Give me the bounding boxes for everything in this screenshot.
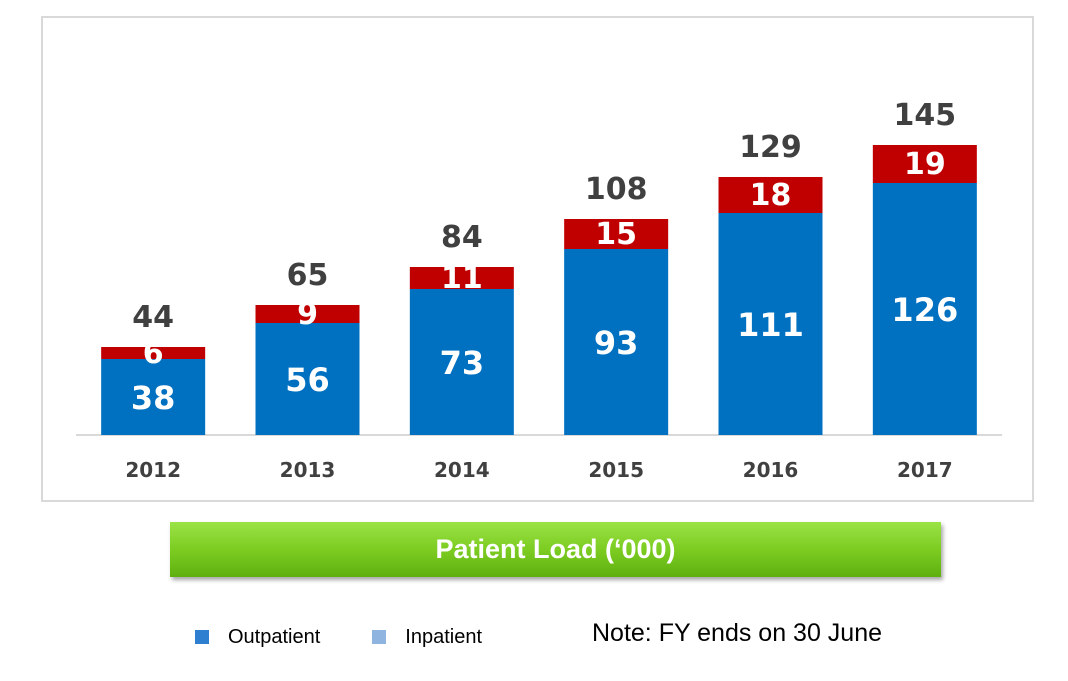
total-label-2017: 145 bbox=[894, 98, 957, 133]
bar-inpatient-2015 bbox=[564, 219, 669, 249]
bar-inpatient-2017 bbox=[872, 145, 977, 183]
bar-inpatient-2012 bbox=[101, 347, 206, 359]
total-label-2012: 44 bbox=[132, 300, 174, 335]
bar-inpatient-2016 bbox=[718, 177, 823, 213]
data-label-inpatient-2017: 19 bbox=[904, 147, 946, 182]
legend-item-outpatient: Outpatient bbox=[195, 626, 320, 649]
bar-outpatient-2017 bbox=[872, 183, 977, 435]
bar-outpatient-2013 bbox=[255, 323, 360, 435]
data-label-outpatient-2014: 73 bbox=[440, 344, 485, 382]
total-label-2013: 65 bbox=[287, 258, 329, 293]
chart-title-banner: Patient Load (‘000) bbox=[170, 522, 941, 577]
data-label-inpatient-2012: 6 bbox=[143, 336, 164, 371]
data-label-outpatient-2016: 111 bbox=[737, 306, 804, 344]
x-tick-label-2014: 2014 bbox=[434, 458, 490, 482]
data-label-outpatient-2017: 126 bbox=[891, 291, 958, 329]
x-tick-label-2012: 2012 bbox=[125, 458, 181, 482]
fiscal-year-note: Note: FY ends on 30 June bbox=[592, 619, 883, 647]
x-tick-label-2015: 2015 bbox=[588, 458, 644, 482]
chart-title: Patient Load (‘000) bbox=[435, 534, 676, 564]
data-label-inpatient-2015: 15 bbox=[595, 217, 637, 252]
bar-outpatient-2015 bbox=[564, 249, 669, 435]
data-label-inpatient-2013: 9 bbox=[297, 297, 318, 332]
legend-label-outpatient: Outpatient bbox=[228, 625, 321, 648]
data-label-inpatient-2014: 11 bbox=[441, 261, 483, 296]
chart-frame: 38 6 44 2012 56 9 65 2013 73 11 84 2014 93 15 108 2015 1… bbox=[41, 16, 1034, 502]
legend-item-inpatient: Inpatient bbox=[372, 626, 482, 649]
total-label-2014: 84 bbox=[441, 220, 483, 255]
bar-inpatient-2013 bbox=[255, 305, 360, 323]
stacked-bar-chart: 38 644 2012 56 9 65 2013 73 11 84 2014 93 15 108 2015 1… bbox=[76, 98, 1002, 482]
bar-outpatient-2016 bbox=[718, 213, 823, 435]
legend-swatch-outpatient bbox=[195, 630, 209, 644]
data-label-outpatient-2015: 93 bbox=[594, 324, 639, 362]
x-tick-label-2013: 2013 bbox=[280, 458, 336, 482]
bar-outpatient-2014 bbox=[409, 289, 514, 435]
x-tick-label-2016: 2016 bbox=[743, 458, 799, 482]
total-label-2016: 129 bbox=[739, 130, 802, 165]
bar-inpatient-2014 bbox=[409, 267, 514, 289]
bar-outpatient-2012 bbox=[101, 359, 206, 435]
legend: Outpatient Inpatient bbox=[195, 620, 534, 654]
legend-swatch-inpatient bbox=[372, 630, 387, 644]
legend-label-inpatient: Inpatient bbox=[405, 625, 483, 648]
data-label-inpatient-2016: 18 bbox=[750, 178, 792, 213]
data-label-outpatient-2012: 38 bbox=[131, 379, 176, 417]
total-label-2015: 108 bbox=[585, 172, 648, 207]
x-tick-label-2017: 2017 bbox=[897, 458, 953, 482]
data-label-outpatient-2013: 56 bbox=[285, 361, 330, 399]
